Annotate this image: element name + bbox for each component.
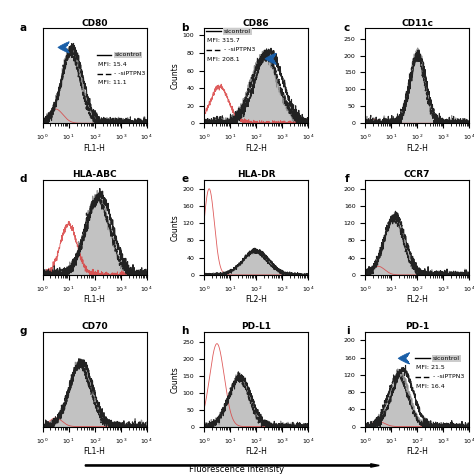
- Text: sicontrol: sicontrol: [433, 356, 460, 361]
- Title: CD11c: CD11c: [401, 18, 433, 27]
- Text: sicontrol: sicontrol: [114, 53, 141, 57]
- Y-axis label: Counts: Counts: [171, 63, 180, 89]
- Title: PD-1: PD-1: [405, 322, 429, 331]
- Y-axis label: Counts: Counts: [171, 366, 180, 392]
- X-axis label: FL1-H: FL1-H: [84, 447, 106, 456]
- Text: b: b: [181, 23, 188, 33]
- Title: CD86: CD86: [243, 18, 269, 27]
- Title: CD80: CD80: [82, 18, 108, 27]
- Text: MFI: 315.7: MFI: 315.7: [207, 38, 240, 43]
- X-axis label: FL2-H: FL2-H: [406, 447, 428, 456]
- Title: HLA-DR: HLA-DR: [237, 170, 275, 179]
- Text: a: a: [20, 23, 27, 33]
- Text: MFI: 15.4: MFI: 15.4: [98, 62, 127, 67]
- Text: e: e: [181, 174, 188, 184]
- Text: - -siPTPN3: - -siPTPN3: [114, 71, 146, 76]
- X-axis label: FL2-H: FL2-H: [245, 447, 267, 456]
- X-axis label: FL2-H: FL2-H: [245, 144, 267, 153]
- X-axis label: FL2-H: FL2-H: [245, 295, 267, 304]
- Text: - -siPTPN3: - -siPTPN3: [433, 374, 464, 379]
- Title: HLA-ABC: HLA-ABC: [73, 170, 117, 179]
- X-axis label: FL1-H: FL1-H: [84, 295, 106, 304]
- X-axis label: FL1-H: FL1-H: [84, 144, 106, 153]
- Title: CD70: CD70: [82, 322, 108, 331]
- Text: MFI: 21.5: MFI: 21.5: [416, 365, 445, 370]
- Text: h: h: [181, 326, 188, 336]
- Text: i: i: [346, 326, 350, 336]
- Text: f: f: [345, 174, 350, 184]
- Text: MFI: 11.1: MFI: 11.1: [98, 81, 127, 85]
- Title: PD-L1: PD-L1: [241, 322, 271, 331]
- Text: Fluorescence intensity: Fluorescence intensity: [190, 465, 284, 474]
- Text: g: g: [19, 326, 27, 336]
- X-axis label: FL2-H: FL2-H: [406, 295, 428, 304]
- Text: sicontrol: sicontrol: [224, 29, 251, 34]
- X-axis label: FL2-H: FL2-H: [406, 144, 428, 153]
- Y-axis label: Counts: Counts: [171, 214, 180, 241]
- Text: MFI: 208.1: MFI: 208.1: [207, 57, 240, 62]
- Text: c: c: [343, 23, 350, 33]
- Text: MFI: 16.4: MFI: 16.4: [416, 384, 445, 389]
- Title: CCR7: CCR7: [404, 170, 430, 179]
- Text: d: d: [19, 174, 27, 184]
- Text: - -siPTPN3: - -siPTPN3: [224, 47, 255, 52]
